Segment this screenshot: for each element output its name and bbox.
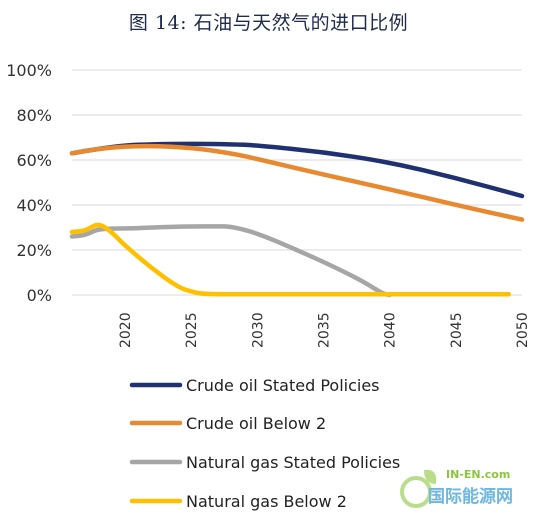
leaf-icon (400, 469, 437, 508)
legend-label: Natural gas Below 2 (186, 492, 347, 511)
watermark-domain: IN-EN.com (446, 468, 511, 481)
y-tick-label: 100% (6, 61, 52, 80)
x-tick-label: 2030 (250, 312, 266, 348)
series-line-4 (69, 222, 512, 297)
y-tick-label: 0% (27, 286, 52, 305)
x-tick-label: 2045 (449, 312, 465, 348)
legend-label: Natural gas Stated Policies (186, 453, 400, 472)
y-tick-label: 40% (16, 196, 52, 215)
series-line-3 (69, 224, 392, 298)
y-tick-label: 80% (16, 106, 52, 125)
watermark-name: 国际能源网 (428, 487, 513, 507)
x-tick-label: 2025 (184, 312, 200, 348)
x-tick-label: 2035 (316, 312, 332, 348)
x-axis-ticks: 2020 2025 2030 2035 2040 2045 2050 (118, 312, 531, 348)
y-tick-label: 60% (16, 151, 52, 170)
y-axis-ticks: 0% 20% 40% 60% 80% 100% (6, 61, 52, 305)
legend-label: Crude oil Stated Policies (186, 376, 380, 395)
gridlines (72, 69, 522, 296)
series-line-2 (69, 143, 525, 222)
y-tick-label: 20% (16, 241, 52, 260)
legend-label: Crude oil Below 2 (186, 414, 326, 433)
watermark-logo: IN-EN.com 国际能源网 (394, 462, 534, 512)
x-tick-label: 2040 (383, 312, 399, 348)
x-tick-label: 2050 (515, 312, 531, 348)
series-lines (69, 141, 525, 298)
chart-title: 图 14: 石油与天然气的进口比例 (128, 12, 409, 34)
legend: Crude oil Stated Policies Crude oil Below… (129, 376, 400, 511)
x-tick-label: 2020 (118, 312, 134, 348)
